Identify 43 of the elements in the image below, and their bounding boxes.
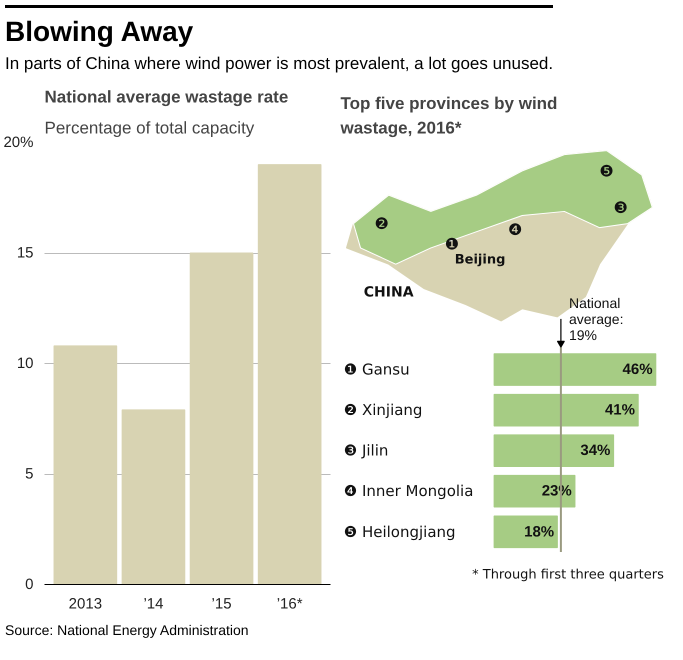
source-note: Source: National Energy Administration xyxy=(5,621,249,640)
bar xyxy=(54,345,118,584)
chart-subtitle: Percentage of total capacity xyxy=(44,118,255,138)
y-tick-label: ❸ Jilin xyxy=(344,442,388,460)
data-label: 46% xyxy=(622,361,653,378)
text: ❸ xyxy=(613,198,628,217)
y-tick-label: ❹ Inner Mongolia xyxy=(344,482,474,500)
bar xyxy=(122,409,186,584)
x-tick-label: 2013 xyxy=(68,596,102,612)
y-tick-label: ❺ Heilongjiang xyxy=(344,522,456,541)
text: ❹ xyxy=(508,220,522,240)
y-tick-label: 20% xyxy=(3,134,34,151)
data-label: 34% xyxy=(580,442,610,460)
bar xyxy=(494,353,656,386)
y-tick-label: 5 xyxy=(25,466,34,482)
x-tick-label: ’16* xyxy=(276,596,303,612)
chart-title: Top five provinces by wind wastage, 2016* xyxy=(340,94,558,138)
text: ❷ xyxy=(374,214,389,234)
text: ❺ xyxy=(599,161,614,180)
x-tick-label: ’15 xyxy=(212,596,232,612)
bar xyxy=(258,164,322,584)
data-label: 41% xyxy=(604,402,635,419)
y-tick-label: 0 xyxy=(25,576,34,593)
bar xyxy=(494,394,639,426)
y-tick-label: 10 xyxy=(16,355,34,372)
text: CHINA xyxy=(364,284,414,301)
bar xyxy=(494,515,558,548)
text: Beijing xyxy=(454,252,506,268)
data-label: 23% xyxy=(542,482,572,500)
text: In parts of China where wind power is most prevalent, a lot goes unused. xyxy=(5,53,554,75)
bar xyxy=(494,474,576,508)
x-tick-label: ’14 xyxy=(143,596,164,612)
data-label: 18% xyxy=(524,523,554,540)
chart-title: National average wastage rate xyxy=(44,88,288,106)
text: ❶ xyxy=(444,234,460,254)
text: Blowing Away xyxy=(5,15,194,49)
y-tick-label: 15 xyxy=(16,244,34,262)
bar xyxy=(190,252,254,584)
y-tick-label: ❶ Gansu xyxy=(344,360,410,379)
text: * Through first three quarters xyxy=(472,567,664,582)
ref-line-label: National average: 19% xyxy=(568,295,624,344)
y-tick-label: ❷ Xinjiang xyxy=(344,401,422,420)
bar xyxy=(494,434,614,467)
